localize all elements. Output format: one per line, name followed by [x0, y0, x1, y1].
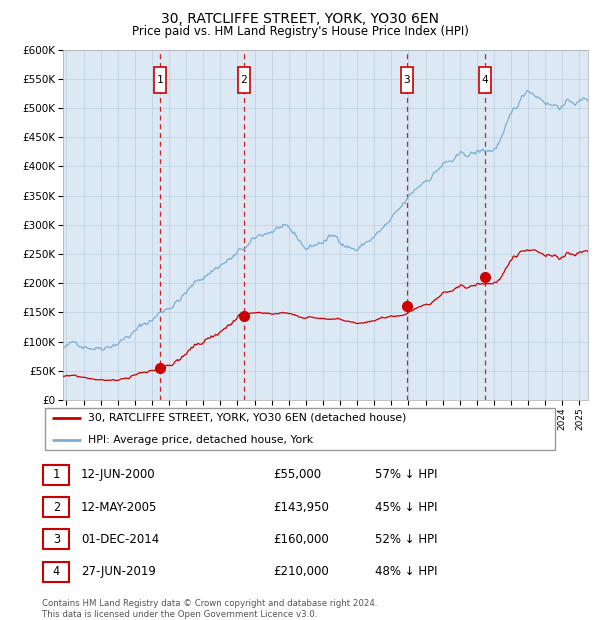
Text: Contains HM Land Registry data © Crown copyright and database right 2024.: Contains HM Land Registry data © Crown c…: [42, 599, 377, 608]
Text: 30, RATCLIFFE STREET, YORK, YO30 6EN (detached house): 30, RATCLIFFE STREET, YORK, YO30 6EN (de…: [88, 413, 407, 423]
Text: 27-JUN-2019: 27-JUN-2019: [81, 565, 156, 578]
Text: 2: 2: [53, 501, 60, 513]
Text: 4: 4: [53, 565, 60, 578]
Text: £210,000: £210,000: [273, 565, 329, 578]
Text: £55,000: £55,000: [273, 469, 321, 481]
Text: HPI: Average price, detached house, York: HPI: Average price, detached house, York: [88, 435, 314, 445]
Text: 1: 1: [53, 469, 60, 481]
Text: Price paid vs. HM Land Registry's House Price Index (HPI): Price paid vs. HM Land Registry's House …: [131, 25, 469, 38]
Text: 3: 3: [53, 533, 60, 546]
Text: This data is licensed under the Open Government Licence v3.0.: This data is licensed under the Open Gov…: [42, 610, 317, 619]
Text: 57% ↓ HPI: 57% ↓ HPI: [375, 469, 437, 481]
Text: 30, RATCLIFFE STREET, YORK, YO30 6EN: 30, RATCLIFFE STREET, YORK, YO30 6EN: [161, 12, 439, 27]
Text: £160,000: £160,000: [273, 533, 329, 546]
Text: 45% ↓ HPI: 45% ↓ HPI: [375, 501, 437, 513]
Text: 1: 1: [156, 75, 163, 85]
Text: 12-MAY-2005: 12-MAY-2005: [81, 501, 157, 513]
Text: 4: 4: [482, 75, 488, 85]
Text: 2: 2: [241, 75, 247, 85]
FancyBboxPatch shape: [238, 67, 250, 93]
FancyBboxPatch shape: [154, 67, 166, 93]
Text: 12-JUN-2000: 12-JUN-2000: [81, 469, 155, 481]
Text: £143,950: £143,950: [273, 501, 329, 513]
Text: 48% ↓ HPI: 48% ↓ HPI: [375, 565, 437, 578]
FancyBboxPatch shape: [479, 67, 491, 93]
Text: 52% ↓ HPI: 52% ↓ HPI: [375, 533, 437, 546]
Text: 01-DEC-2014: 01-DEC-2014: [81, 533, 159, 546]
FancyBboxPatch shape: [401, 67, 413, 93]
Text: 3: 3: [404, 75, 410, 85]
